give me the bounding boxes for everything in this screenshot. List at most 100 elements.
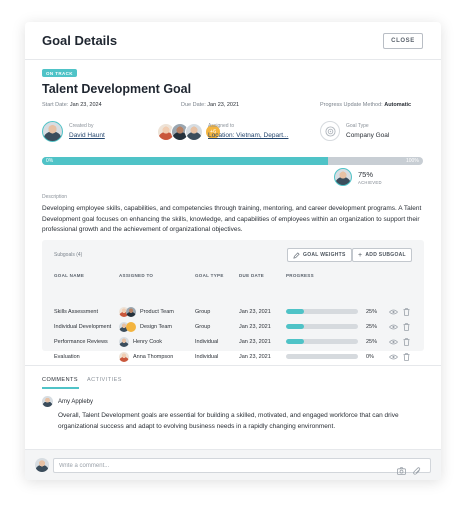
avatar [126,321,136,332]
camera-icon[interactable] [397,462,406,475]
avatar [119,306,129,317]
subgoal-assignee: Henry Cook [119,334,162,349]
tab-activities[interactable]: ACTIVITIES [87,377,122,383]
eye-icon[interactable] [389,322,398,331]
goal-progress-bar [42,157,423,165]
start-date-value: Jan 23, 2024 [69,102,102,108]
table-row[interactable]: Evaluation Anna Thompson Individual Jan … [42,349,424,364]
trash-icon[interactable] [402,352,411,361]
due-date-value: Jan 23, 2021 [207,102,240,108]
subgoal-assignee-name: Henry Cook [133,338,163,345]
table-row[interactable]: Individual Development Design Team Group… [42,319,424,334]
created-by-label: Created by [69,123,94,129]
attachment-icon[interactable] [413,462,422,475]
add-subgoal-label: ADD SUBGOAL [365,252,406,258]
comment-composer [25,449,441,480]
subgoal-type: Individual [195,338,219,345]
subgoal-progress-bar [286,309,358,314]
start-date: Start Date: Jan 23, 2024 [42,102,102,108]
eye-icon[interactable] [389,307,398,316]
status-badge: ON TRACK [42,69,77,77]
subgoal-assignee-name: Design Team [140,323,172,330]
column-header-goal-type: GOAL TYPE [195,273,224,278]
current-user-avatar [35,458,49,472]
subgoal-assignee: Design Team [119,319,172,334]
achieved-label: ACHIEVED [358,180,382,185]
goal-progress-fill [42,157,328,165]
table-row[interactable]: Skills Assessment Product Team Group Jan… [42,304,424,319]
subgoal-progress-value: 25% [366,338,378,345]
close-button[interactable]: CLOSE [383,33,423,49]
subgoal-type: Individual [195,353,219,360]
subgoal-progress-bar [286,339,358,344]
avatar [126,306,136,317]
subgoals-panel: Subgoals (4) GOAL WEIGHTS + ADD SUBGOAL … [42,240,424,351]
start-date-label: Start Date: [42,102,69,108]
goal-type-label: Goal Type [346,123,369,129]
tab-bar: COMMENTS ACTIVITIES [25,365,441,389]
update-method-value: Automatic [384,102,412,108]
eye-icon[interactable] [389,337,398,346]
description-text: Developing employee skills, capabilities… [42,205,422,234]
subgoal-due-date: Jan 23, 2021 [239,338,271,345]
column-header-goal-name: GOAL NAME [54,273,85,278]
subgoal-progress-fill [286,309,304,314]
avatar [119,336,129,347]
subgoal-progress-fill [286,324,304,329]
eye-icon[interactable] [389,352,398,361]
assignee-avatar [185,123,203,141]
creator-link[interactable]: David Haunt [69,132,105,139]
subgoal-assignee: Anna Thompson [119,349,173,364]
goal-name: Talent Development Goal [42,82,192,96]
pencil-icon [293,251,300,259]
achieved-value: 75% [358,170,374,179]
description-label: Description [42,194,68,200]
subgoal-assignee-name: Anna Thompson [133,353,174,360]
target-icon [320,121,340,141]
table-row[interactable]: Performance Reviews Henry Cook Individua… [42,334,424,349]
subgoal-name: Evaluation [54,353,80,360]
update-method-label: Progress Update Method: [320,102,383,108]
due-date-label: Due Date: [181,102,206,108]
active-tab-indicator [42,387,79,389]
trash-icon[interactable] [402,322,411,331]
subgoal-assignee: Product Team [119,304,174,319]
subgoal-progress-value: 0% [366,353,374,360]
subgoals-title: Subgoals (4) [54,252,83,258]
assigned-to-link[interactable]: Location: Vietnam, Depart... [208,132,289,139]
subgoal-due-date: Jan 23, 2021 [239,353,271,360]
subgoal-progress-bar [286,354,358,359]
assignee-avatar [157,123,175,141]
assigned-to-label: Assigned to [208,123,235,129]
creator-avatar [42,121,63,142]
progress-end-label: 100% [406,158,419,164]
column-header-due-date: DUE DATE [239,273,265,278]
goal-type-value: Company Goal [346,132,390,139]
subgoal-progress-value: 25% [366,308,378,315]
tab-comments[interactable]: COMMENTS [42,377,79,383]
subgoal-assignee-name: Product Team [140,308,174,315]
goal-weights-button[interactable]: GOAL WEIGHTS [287,248,352,262]
trash-icon[interactable] [402,337,411,346]
progress-owner-avatar [334,168,352,186]
subgoal-type: Group [195,308,211,315]
subgoal-due-date: Jan 23, 2021 [239,323,271,330]
due-date: Due Date: Jan 23, 2021 [181,102,239,108]
goal-details-modal: Goal Details CLOSE ON TRACK Talent Devel… [25,22,441,480]
commenter-avatar [42,396,53,407]
update-method: Progress Update Method: Automatic [320,102,411,108]
add-subgoal-button[interactable]: + ADD SUBGOAL [352,248,412,262]
subgoal-progress-value: 25% [366,323,378,330]
subgoal-due-date: Jan 23, 2021 [239,308,271,315]
comment-text: Overall, Talent Development goals are es… [58,412,399,430]
avatar [119,321,129,332]
subgoal-progress-bar [286,324,358,329]
modal-title: Goal Details [42,33,118,48]
plus-icon: + [358,251,363,259]
assignee-more-count: +6 [205,124,221,140]
subgoal-name: Skills Assessment [54,308,99,315]
trash-icon[interactable] [402,307,411,316]
subgoal-type: Group [195,323,211,330]
column-header-progress: PROGRESS [286,273,314,278]
comment-input[interactable] [53,458,431,473]
